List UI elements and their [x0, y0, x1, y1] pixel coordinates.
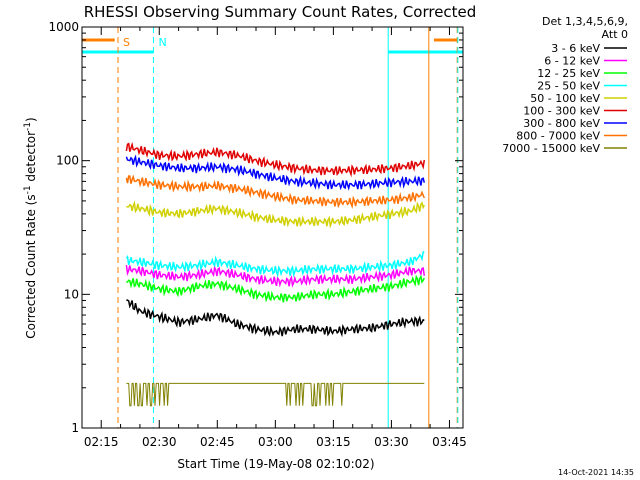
footer-date: 14-Oct-2021 14:35 — [558, 468, 634, 477]
series-line — [125, 265, 426, 288]
y-tick-label: 1000 — [48, 20, 79, 34]
event-marker-label: S — [123, 36, 130, 49]
legend-label: 25 - 50 keV — [537, 80, 600, 93]
series-line — [126, 382, 425, 407]
legend-label: 6 - 12 keV — [544, 55, 600, 68]
y-axis-label-unit: detector — [24, 131, 38, 186]
x-tick-label: 02:30 — [142, 435, 177, 449]
chart-title: RHESSI Observing Summary Count Rates, Co… — [84, 3, 477, 21]
x-tick-label: 02:45 — [200, 435, 235, 449]
x-tick-label: 03:30 — [374, 435, 409, 449]
series-line — [126, 274, 425, 303]
legend-label: 12 - 25 keV — [537, 67, 600, 80]
x-tick-label: 03:45 — [432, 435, 467, 449]
series-line — [125, 250, 425, 278]
legend-label: 800 - 7000 keV — [516, 130, 600, 143]
y-tick-label: 100 — [56, 154, 79, 168]
x-tick-label: 02:15 — [84, 435, 119, 449]
y-axis-label-text: Corrected Count Rate (s — [24, 194, 38, 338]
plot-frame — [81, 26, 464, 429]
y-tick-label: 1 — [71, 421, 79, 435]
y-tick-label: 10 — [64, 287, 79, 301]
x-tick-label: 03:00 — [258, 435, 293, 449]
legend-header-line-2: Att 0 — [602, 28, 628, 41]
legend-label: 50 - 100 keV — [530, 92, 600, 105]
x-tick-label: 03:15 — [316, 435, 351, 449]
y-axis-label-exp2: -1 — [23, 122, 33, 131]
x-axis-label: Start Time (19-May-08 02:10:02) — [177, 457, 374, 471]
series-line — [126, 299, 425, 338]
legend-label: 100 - 300 keV — [523, 105, 600, 118]
y-axis: 1 10 100 1000 — [48, 20, 463, 435]
y-axis-label: Corrected Count Rate (s-1 detector-1) — [23, 117, 38, 338]
legend-label: 3 - 6 keV — [551, 42, 600, 55]
series-line — [126, 200, 425, 229]
event-marker-label: N — [158, 36, 166, 49]
series-line — [125, 174, 425, 209]
x-axis: 02:15 02:30 02:45 03:00 03:15 03:30 03:45 — [84, 27, 467, 449]
legend-label: 7000 - 15000 keV — [502, 142, 600, 155]
series-line — [125, 154, 426, 191]
series-line — [125, 141, 426, 178]
legend-header-line-1: Det 1,3,4,5,6,9, — [542, 15, 628, 28]
y-axis-label-close: ) — [24, 117, 38, 122]
y-axis-label-exp1: -1 — [23, 185, 33, 194]
legend-label: 300 - 800 keV — [523, 117, 600, 130]
